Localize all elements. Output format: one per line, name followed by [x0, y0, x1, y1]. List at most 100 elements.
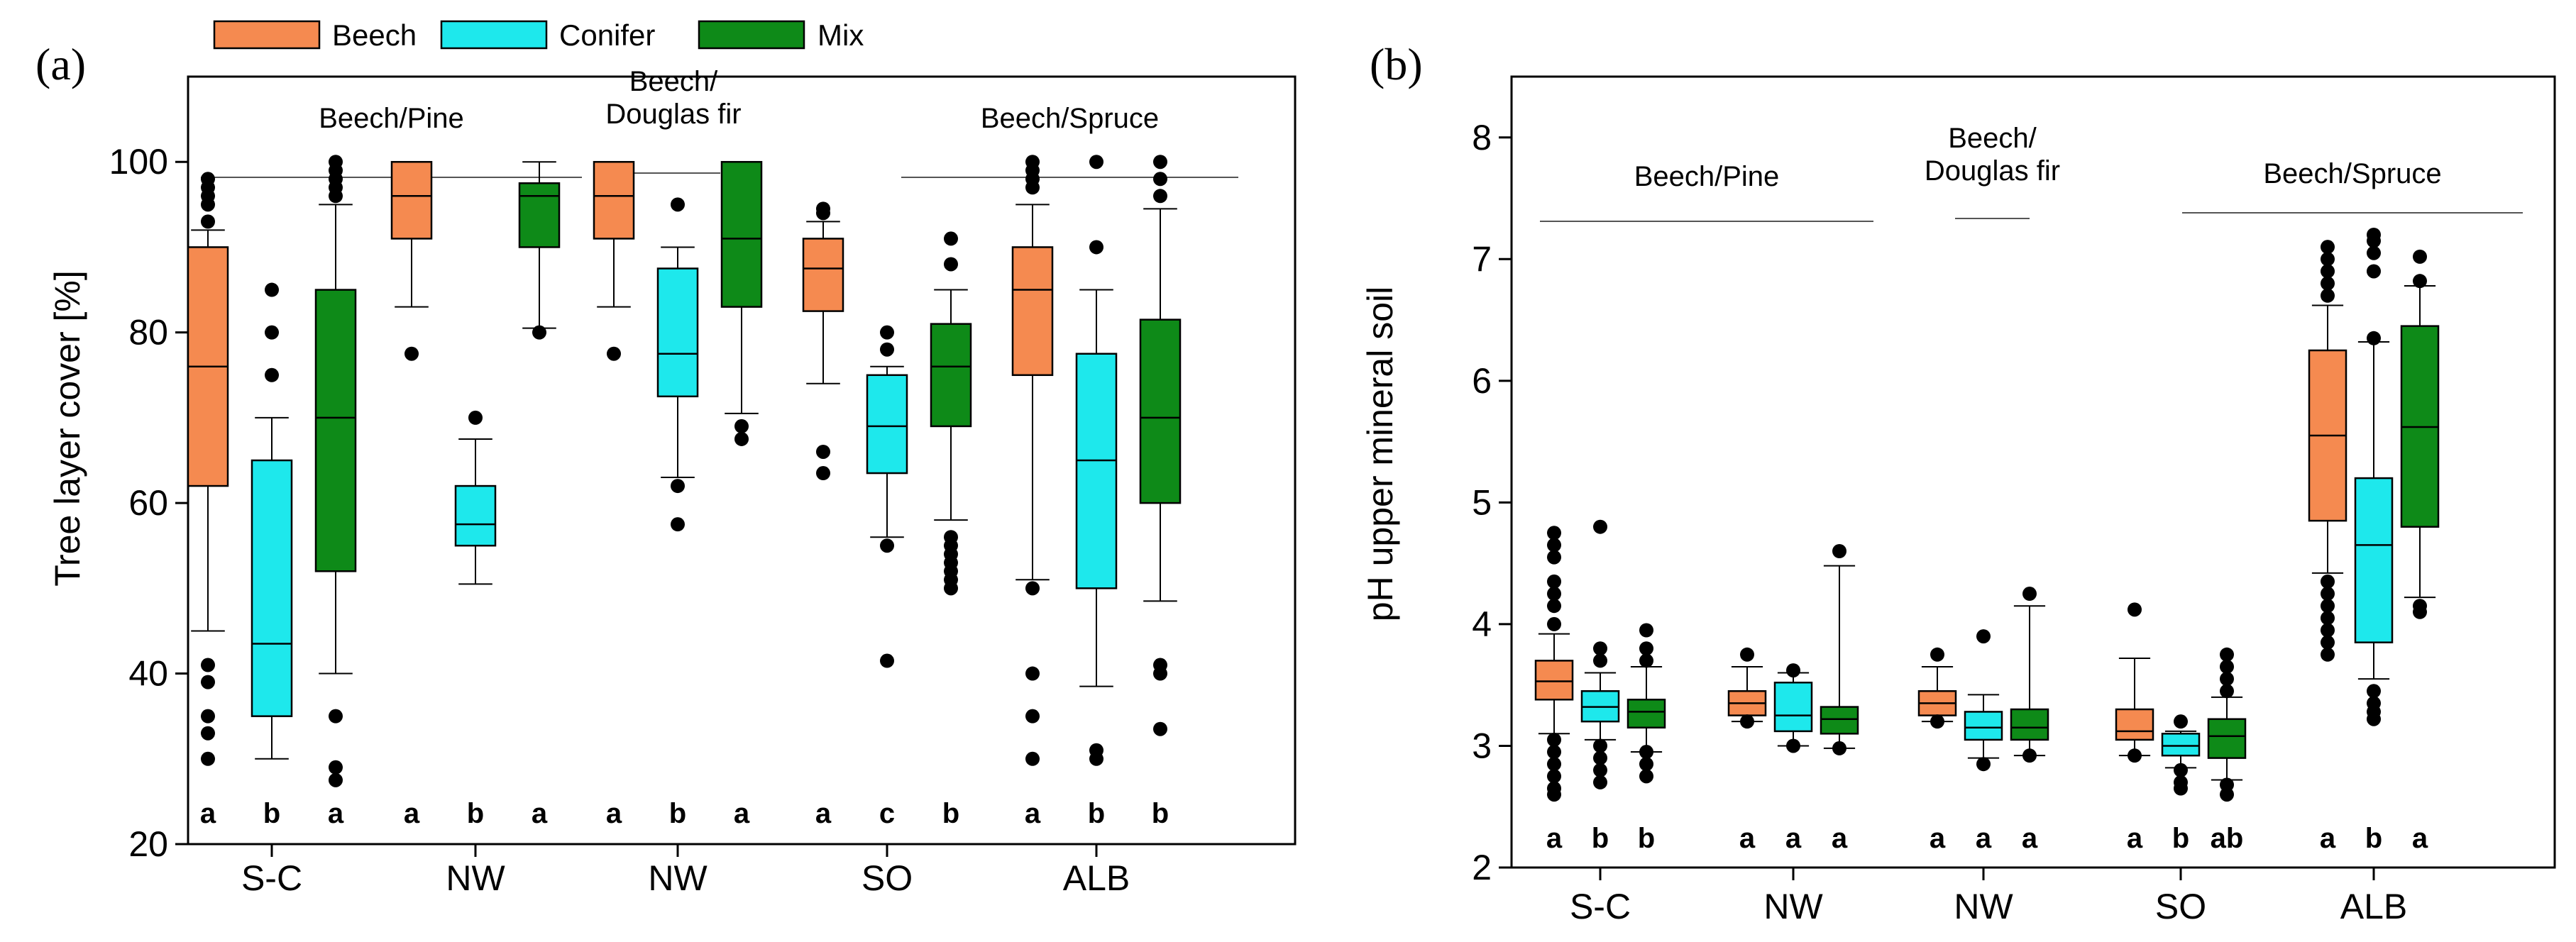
y-tick-label-a: 40: [128, 654, 168, 694]
x-tick-label-b: SO: [2155, 887, 2206, 926]
outlier-point: [1593, 763, 1607, 777]
outlier-point: [329, 760, 343, 775]
y-axis-title-a: Tree layer cover [%]: [48, 270, 87, 587]
box-mix-3: [2207, 647, 2247, 802]
box-mix-1: [518, 161, 561, 340]
box-iqr: [2207, 718, 2247, 759]
significance-letter: b: [467, 798, 484, 829]
box-iqr: [866, 374, 908, 475]
significance-letter: b: [1638, 823, 1655, 854]
significance-letter: c: [879, 798, 895, 829]
significance-letter: a: [328, 798, 344, 829]
significance-letter: a: [815, 798, 832, 829]
box-iqr: [1626, 699, 1666, 728]
group-label: Beech/Spruce: [981, 103, 1159, 134]
outlier-point: [2321, 587, 2335, 602]
box-mix-2: [720, 160, 763, 446]
box-conifer-1: [454, 410, 497, 585]
outlier-point: [1547, 769, 1561, 784]
outlier-point: [2220, 647, 2234, 662]
box-conifer-4: [2354, 228, 2394, 726]
outlier-point: [1740, 714, 1754, 729]
x-tick-label-b: S-C: [1570, 887, 1631, 926]
outlier-point: [329, 709, 343, 724]
group-label: Beech/: [1948, 123, 2037, 154]
outlier-point: [1547, 732, 1561, 747]
significance-letter: a: [1025, 798, 1041, 829]
panel-label-b: (b): [1370, 39, 1423, 89]
outlier-point: [2022, 587, 2037, 602]
box-iqr: [802, 238, 844, 312]
outlier-point: [1089, 751, 1103, 766]
outlier-point: [404, 346, 419, 361]
y-tick-label-a: 80: [128, 313, 168, 353]
outlier-point: [265, 325, 279, 340]
outlier-point: [1547, 745, 1561, 760]
outlier-point: [1547, 550, 1561, 565]
outlier-point: [944, 581, 958, 596]
box-iqr: [1011, 246, 1054, 377]
significance-letter: b: [263, 798, 280, 829]
outlier-point: [1639, 769, 1653, 784]
outlier-point: [1786, 738, 1800, 753]
outlier-point: [1593, 775, 1607, 789]
outlier-point: [2321, 288, 2335, 303]
outlier-point: [1639, 757, 1653, 772]
y-tick-label-b: 3: [1472, 726, 1492, 765]
box-conifer-0: [251, 282, 293, 760]
box-iqr: [314, 289, 357, 572]
outlier-point: [1547, 538, 1561, 553]
outlier-point: [1153, 721, 1167, 736]
box-iqr: [1139, 318, 1182, 504]
legend-swatch-beech: [213, 20, 321, 50]
significance-letter: b: [2172, 823, 2189, 854]
outlier-point: [1089, 155, 1103, 170]
box-beech-0: [1534, 526, 1574, 802]
outlier-point: [1025, 709, 1040, 724]
legend-label-mix: Mix: [818, 18, 864, 52]
significance-letter: a: [532, 798, 548, 829]
outlier-point: [1547, 757, 1561, 772]
outlier-point: [2321, 240, 2335, 255]
outlier-point: [1153, 666, 1167, 681]
outlier-point: [2413, 249, 2427, 264]
outlier-point: [2321, 599, 2335, 614]
y-tick-label-a: 100: [109, 142, 168, 182]
plot-area-b: 2 3 4 5 6 7 8 S-C NW NW SO ALB Beech/Pine Beech/Dougl…: [1472, 75, 2556, 926]
box-conifer-2: [1964, 629, 2003, 772]
box-iqr: [1773, 682, 1813, 733]
box-beech-4: [1011, 155, 1054, 766]
outlier-point: [201, 675, 215, 689]
group-label: Douglas fir: [605, 99, 741, 130]
box-mix-0: [1626, 623, 1666, 784]
box-iqr: [1075, 353, 1118, 589]
significance-letter: a: [2022, 823, 2038, 854]
outlier-point: [1547, 787, 1561, 802]
significance-letter: a: [2127, 823, 2143, 854]
significance-letter: b: [669, 798, 686, 829]
outlier-point: [2022, 748, 2037, 763]
outlier-point: [2413, 604, 2427, 619]
outlier-point: [1025, 751, 1040, 766]
box-iqr: [2354, 477, 2394, 643]
x-tick-label-a: SO: [862, 858, 913, 898]
outlier-point: [201, 658, 215, 672]
outlier-point: [532, 325, 546, 340]
outlier-point: [2220, 787, 2234, 802]
x-tick-label-b: NW: [1954, 887, 2013, 926]
legend: Beech Conifer Mix: [213, 18, 864, 52]
outlier-point: [1832, 741, 1846, 755]
box-iqr: [2161, 733, 2201, 757]
outlier-point: [1930, 714, 1944, 729]
significance-letter: ab: [2211, 823, 2244, 854]
box-iqr: [390, 160, 433, 240]
group-label: Beech/Pine: [1634, 161, 1780, 192]
significance-letter: a: [200, 798, 216, 829]
outlier-point: [1593, 750, 1607, 765]
legend-label-conifer: Conifer: [559, 18, 655, 52]
outlier-point: [265, 282, 279, 297]
y-tick-label-b: 2: [1472, 848, 1492, 887]
outlier-point: [2367, 264, 2381, 279]
y-tick-label-b: 6: [1472, 361, 1492, 401]
box-mix-1: [1820, 544, 1859, 755]
